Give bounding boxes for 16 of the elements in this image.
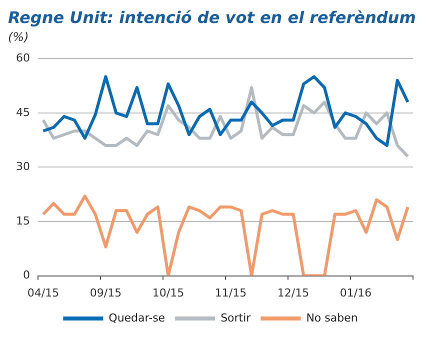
y-tick-label: 60 (16, 51, 30, 64)
x-tick-label: 09/15 (90, 286, 122, 300)
legend-label: Sortir (220, 311, 252, 324)
x-tick-label: 04/15 (27, 286, 60, 300)
y-axis-title: (%) (8, 30, 30, 44)
y-tick-label: 45 (16, 106, 30, 119)
legend-label: No saben (306, 311, 358, 324)
x-tick-label: 01/16 (340, 286, 372, 300)
x-tick-label: 11/15 (214, 286, 247, 300)
chart-title: Regne Unit: intenció de vot en el referèndum (8, 8, 417, 28)
y-tick-label: 0 (22, 268, 30, 282)
legend-label: Quedar-se (108, 311, 166, 324)
x-tick-label: 10/15 (152, 286, 184, 300)
y-tick-label: 30 (16, 160, 30, 174)
y-tick-label: 15 (16, 214, 30, 228)
x-tick-label: 12/15 (277, 286, 310, 300)
